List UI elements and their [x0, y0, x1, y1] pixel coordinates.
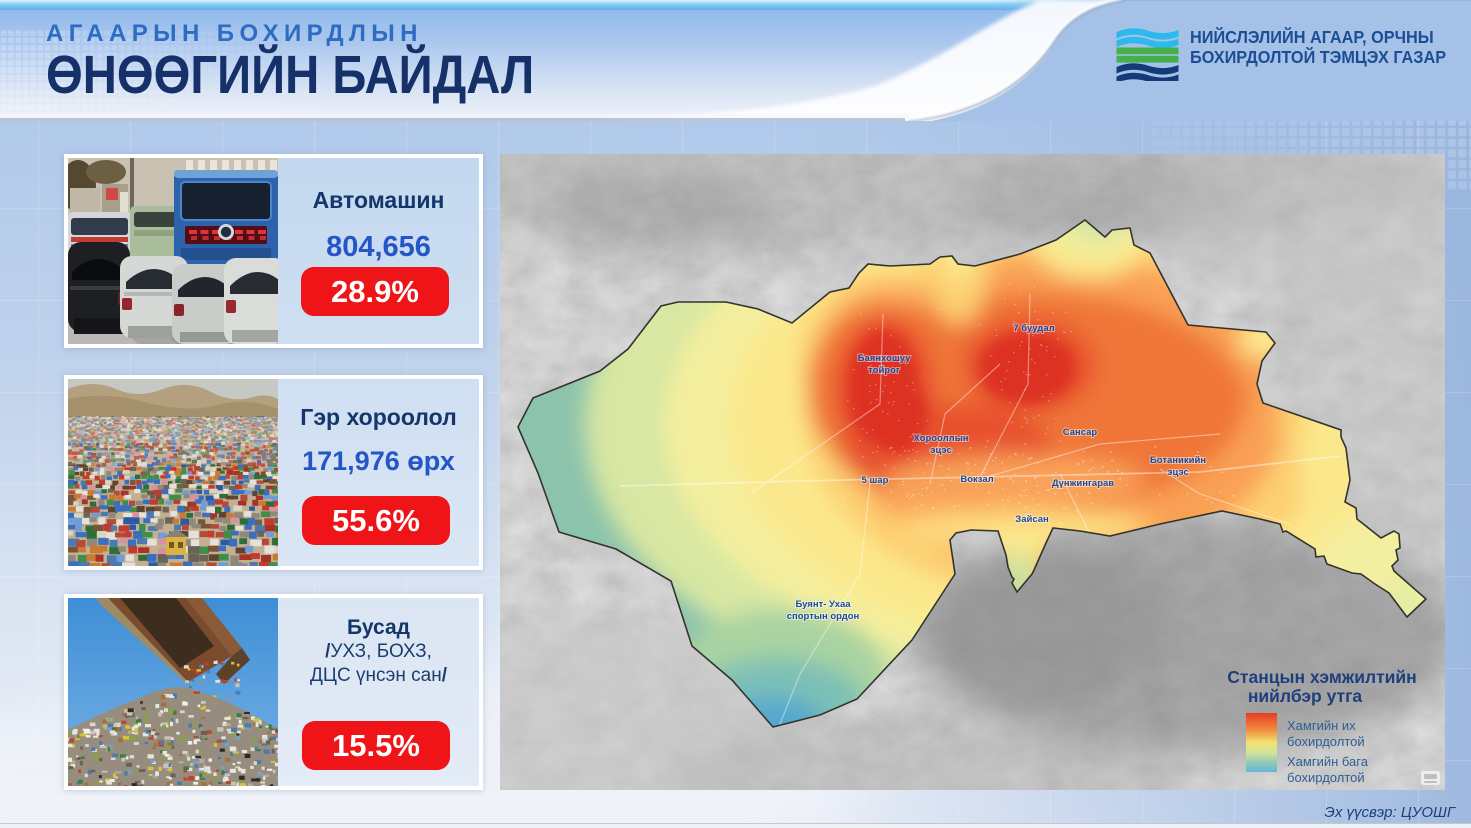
- svg-text:тойрог: тойрог: [868, 365, 900, 376]
- svg-text:Хамгийн бага: Хамгийн бага: [1287, 754, 1369, 769]
- svg-text:Баянхошуу: Баянхошуу: [858, 353, 911, 364]
- svg-text:бохирдолтой: бохирдолтой: [1287, 770, 1365, 785]
- svg-text:Хамгийн их: Хамгийн их: [1287, 718, 1356, 733]
- svg-text:Буянт- Ухаа: Буянт- Ухаа: [795, 599, 851, 610]
- svg-text:эцэс: эцэс: [930, 445, 952, 456]
- svg-text:Дүнжингарав: Дүнжингарав: [1052, 478, 1114, 489]
- svg-text:5 шар: 5 шар: [862, 475, 889, 486]
- svg-text:нийлбэр утга: нийлбэр утга: [1248, 686, 1363, 706]
- svg-text:Ботаникийн: Ботаникийн: [1150, 455, 1206, 466]
- svg-text:Вокзал: Вокзал: [960, 474, 993, 485]
- svg-text:бохирдолтой: бохирдолтой: [1287, 734, 1365, 749]
- svg-text:7 буудал: 7 буудал: [1013, 323, 1054, 334]
- svg-text:эцэс: эцэс: [1167, 467, 1189, 478]
- svg-text:Зайсан: Зайсан: [1015, 514, 1049, 525]
- svg-text:спортын ордон: спортын ордон: [787, 611, 860, 622]
- svg-text:Хорооллын: Хорооллын: [913, 433, 968, 444]
- svg-text:Станцын хэмжилтийн: Станцын хэмжилтийн: [1227, 667, 1416, 687]
- svg-text:Сансар: Сансар: [1063, 427, 1098, 438]
